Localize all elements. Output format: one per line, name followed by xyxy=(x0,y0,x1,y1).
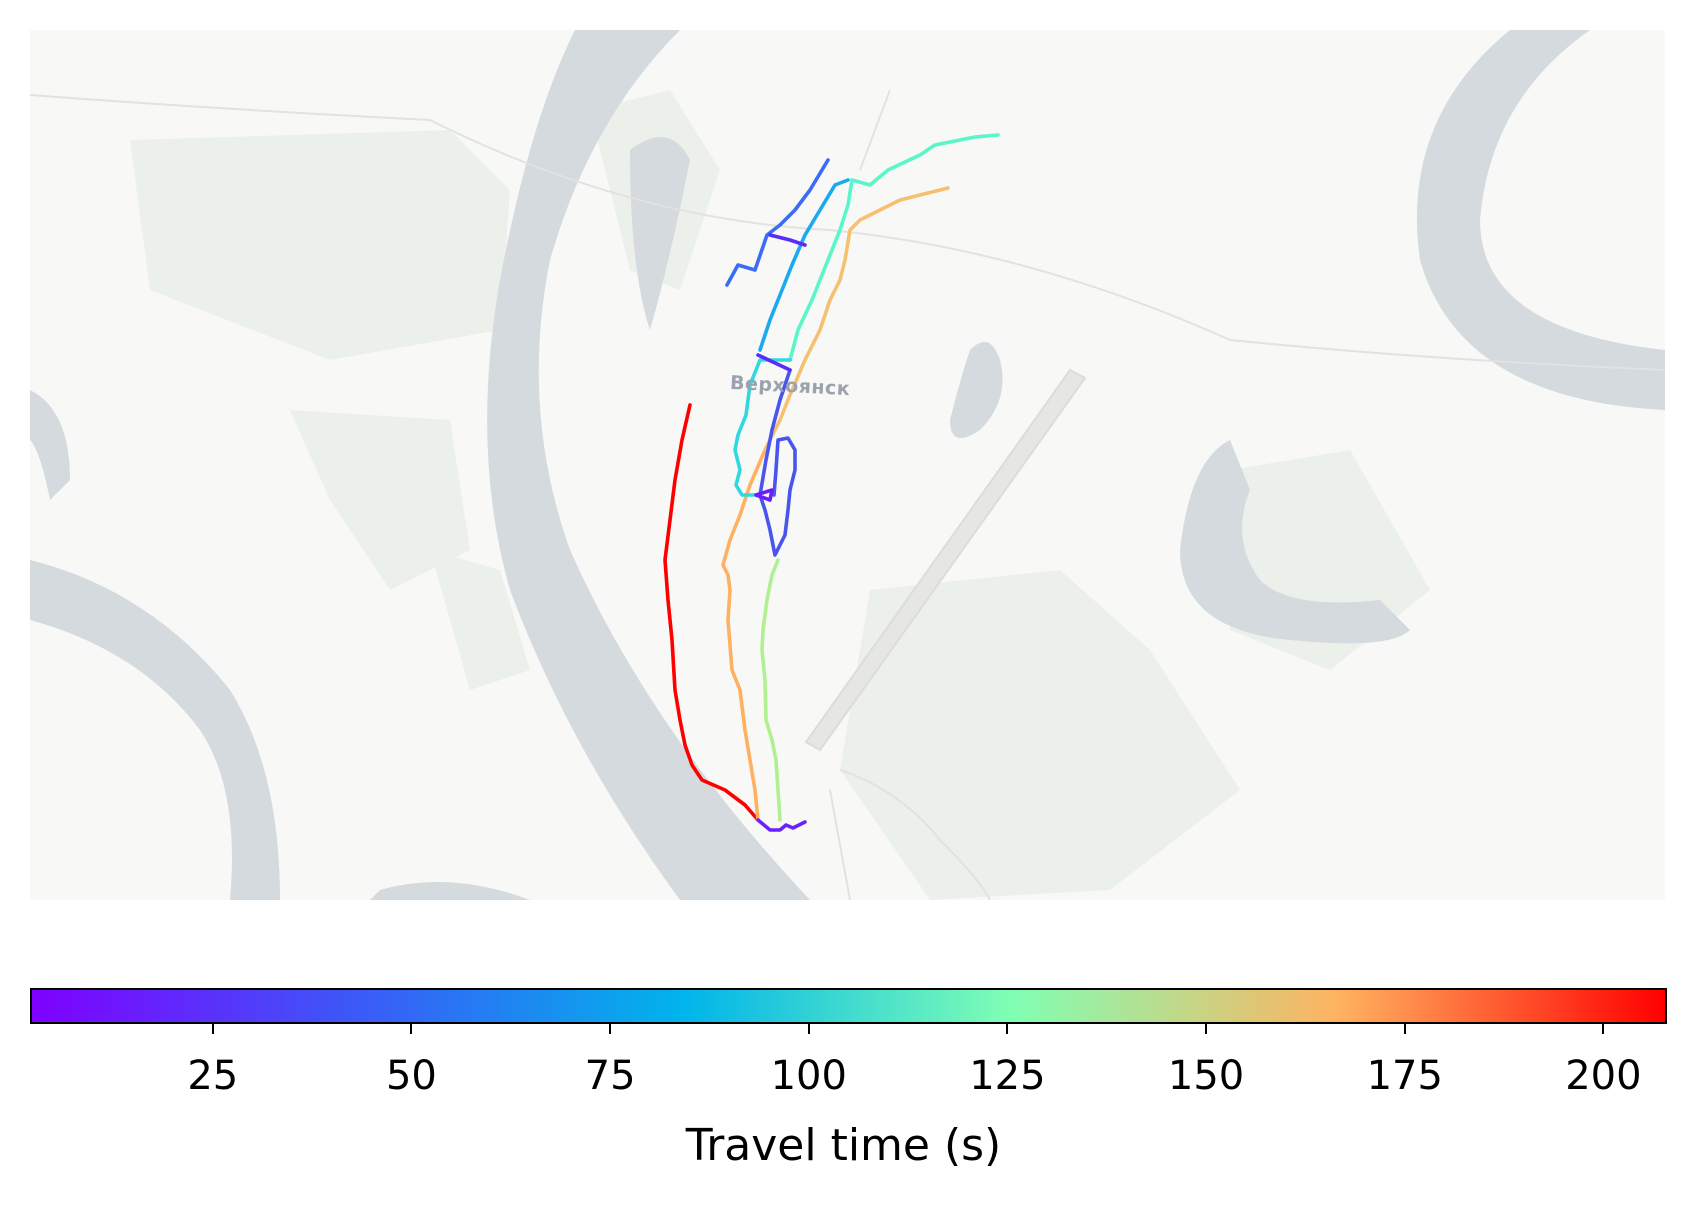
routes xyxy=(663,133,1000,832)
route-violet-a xyxy=(756,233,807,372)
route-light-orange xyxy=(763,186,950,452)
water-bodies xyxy=(30,30,1665,900)
colorbar-tick-label: 200 xyxy=(1565,1053,1642,1099)
roads xyxy=(30,89,1665,900)
colorbar-label: Travel time (s) xyxy=(685,1120,1002,1171)
route-turquoise xyxy=(733,358,792,497)
colorbar-tick-label: 50 xyxy=(385,1053,437,1099)
route-violet-b xyxy=(754,488,807,832)
route-blue-b xyxy=(758,368,797,557)
route-orange xyxy=(721,448,767,822)
colorbar-tick-mark xyxy=(410,1022,413,1034)
map-panel: Верхоянск xyxy=(30,30,1665,900)
map-svg xyxy=(30,30,1665,900)
route-red xyxy=(663,403,760,822)
route-light-green xyxy=(760,558,782,822)
colorbar-tick-mark xyxy=(1006,1022,1009,1034)
route-sky-blue xyxy=(758,178,850,352)
runway xyxy=(804,368,1087,752)
colorbar-tick-mark xyxy=(1403,1022,1406,1034)
route-aquamarine xyxy=(788,133,1000,362)
colorbar-tick-mark xyxy=(609,1022,612,1034)
colorbar-tick-mark xyxy=(807,1022,810,1034)
colorbar-tick-label: 125 xyxy=(969,1053,1046,1099)
colorbar-tick-label: 100 xyxy=(770,1053,847,1099)
vegetation-areas xyxy=(130,90,1430,900)
colorbar-tick-mark xyxy=(1205,1022,1208,1034)
colorbar-ticks: 25 50 75 100 125 150 175 200 xyxy=(30,1022,1667,1096)
colorbar-tick-label: 25 xyxy=(187,1053,239,1099)
colorbar-tick-label: 150 xyxy=(1167,1053,1245,1099)
colorbar-tick-label: 75 xyxy=(584,1053,636,1099)
route-blue-a xyxy=(725,158,830,287)
colorbar-tick-mark xyxy=(211,1022,214,1034)
colorbar-tick-label: 175 xyxy=(1366,1053,1443,1099)
colorbar-tick-mark xyxy=(1602,1022,1605,1034)
colorbar xyxy=(30,988,1667,1024)
